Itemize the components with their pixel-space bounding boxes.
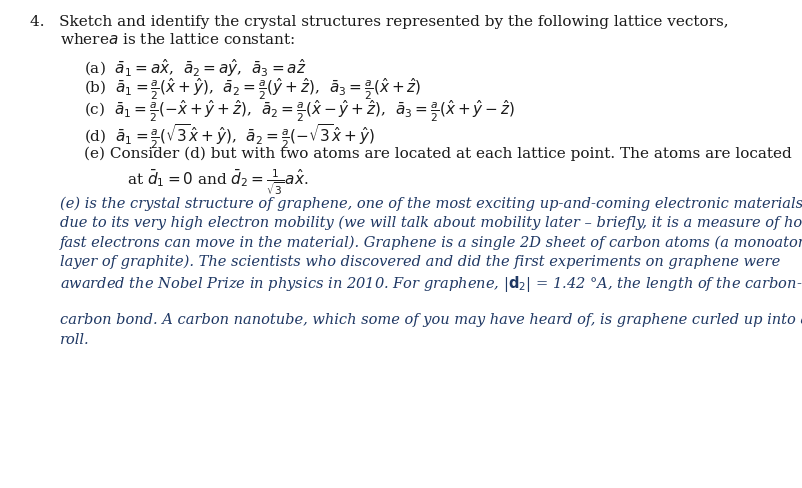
Text: due to its very high electron mobility (we will talk about mobility later – brie: due to its very high electron mobility (… [60,216,802,230]
Text: (c)  $\bar{a}_1 = \frac{a}{2}(-\hat{x}+\hat{y}+\hat{z})$,  $\bar{a}_2 = \frac{a}: (c) $\bar{a}_1 = \frac{a}{2}(-\hat{x}+\h… [84,99,516,124]
Text: (e) Consider (d) but with two atoms are located at each lattice point. The atoms: (e) Consider (d) but with two atoms are … [84,146,792,161]
Text: fast electrons can move in the material). Graphene is a single 2D sheet of carbo: fast electrons can move in the material)… [60,235,802,249]
Text: (b)  $\bar{a}_1 = \frac{a}{2}(\hat{x}+\hat{y})$,  $\bar{a}_2 = \frac{a}{2}(\hat{: (b) $\bar{a}_1 = \frac{a}{2}(\hat{x}+\ha… [84,77,422,102]
Text: where$a$ is the lattice constant:: where$a$ is the lattice constant: [60,32,296,47]
Text: roll.: roll. [60,333,90,347]
Text: carbon bond. A carbon nanotube, which some of you may have heard of, is graphene: carbon bond. A carbon nanotube, which so… [60,313,802,327]
Text: at $\bar{d}_1 = 0$ and $\bar{d}_2 = \frac{1}{\sqrt{3}}a\hat{x}$.: at $\bar{d}_1 = 0$ and $\bar{d}_2 = \fra… [127,168,308,198]
Text: (a)  $\bar{a}_1 = a\hat{x}$,  $\bar{a}_2 = a\hat{y}$,  $\bar{a}_3 = a\hat{z}$: (a) $\bar{a}_1 = a\hat{x}$, $\bar{a}_2 =… [84,58,306,80]
Text: layer of graphite). The scientists who discovered and did the first experiments : layer of graphite). The scientists who d… [60,255,780,269]
Text: awarded the Nobel Prize in physics in 2010. For graphene, |$\mathbf{d}_2$| = 1.4: awarded the Nobel Prize in physics in 20… [60,274,802,294]
Text: 4.   Sketch and identify the crystal structures represented by the following lat: 4. Sketch and identify the crystal struc… [30,15,729,29]
Text: (e) is the crystal structure of graphene, one of the most exciting up-and-coming: (e) is the crystal structure of graphene… [60,196,802,210]
Text: (d)  $\bar{a}_1 = \frac{a}{2}(\sqrt{3}\hat{x}+\hat{y})$,  $\bar{a}_2 = \frac{a}{: (d) $\bar{a}_1 = \frac{a}{2}(\sqrt{3}\ha… [84,123,375,151]
